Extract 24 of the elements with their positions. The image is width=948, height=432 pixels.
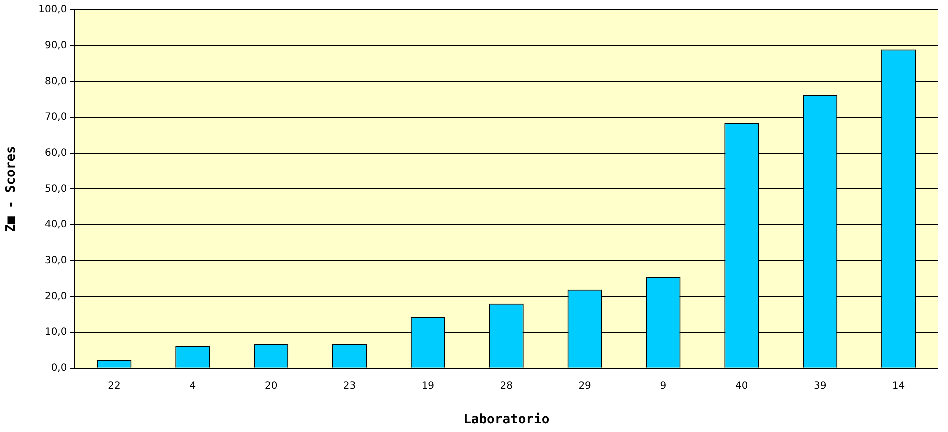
y-tick-label: 60,0	[44, 148, 68, 159]
x-tick-label: 4	[190, 380, 196, 392]
y-axis-title: Z■ - Scores	[4, 146, 20, 232]
y-tick-label: 10,0	[44, 327, 68, 338]
y-tick-label: 80,0	[44, 76, 68, 88]
x-tick-label: 23	[343, 380, 356, 392]
x-tick-label: 28	[500, 380, 513, 392]
x-tick-label: 22	[108, 380, 121, 392]
x-tick-label: 40	[736, 380, 748, 392]
x-tick-label: 19	[422, 380, 435, 392]
y-tick-label: 70,0	[44, 112, 68, 124]
y-tick-label: 40,0	[44, 220, 68, 231]
x-tick-label: 9	[660, 380, 667, 392]
x-tick-label: 39	[814, 380, 827, 392]
y-tick-label: 50,0	[44, 184, 68, 195]
y-tick-label: 90,0	[44, 40, 68, 52]
x-tick-label: 29	[578, 380, 592, 392]
x-tick-label: 14	[892, 380, 906, 392]
y-tick-label: 0,0	[51, 362, 68, 374]
x-axis-title: Laboratorio	[464, 412, 550, 428]
x-tick-label: 20	[264, 380, 278, 392]
y-tick-label: 20,0	[44, 291, 68, 302]
y-tick-label: 100,0	[38, 4, 68, 16]
y-tick-label: 30,0	[44, 255, 68, 266]
